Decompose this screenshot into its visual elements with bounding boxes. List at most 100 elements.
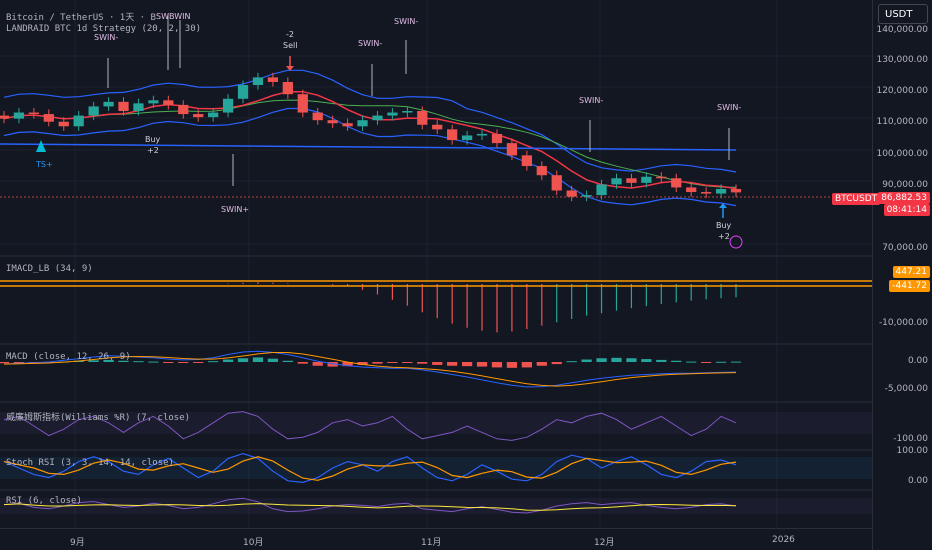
- williams-label[interactable]: 威廉姆斯指标(Williams %R) (7, close): [6, 413, 191, 423]
- macd-bar: [656, 359, 667, 362]
- time-tick: 2026: [772, 535, 795, 545]
- macd-bar: [193, 362, 204, 363]
- macd-bar: [252, 357, 264, 362]
- imacd-axis-tick: -10,000.00: [878, 318, 928, 328]
- ts-plus-triangle: [36, 140, 46, 152]
- signal-swin-minus: SWIN-: [94, 33, 119, 42]
- candle: [387, 112, 398, 116]
- candle: [0, 115, 10, 119]
- last-price-tag: 86,882.53: [878, 192, 930, 204]
- time-tick: 11月: [421, 538, 442, 548]
- candle: [700, 192, 712, 194]
- macd-bar: [297, 362, 308, 364]
- price-tick: 130,000.00: [876, 55, 928, 65]
- macd-bar: [432, 362, 443, 365]
- candle: [327, 120, 338, 124]
- candle: [178, 104, 189, 115]
- macd-bar: [312, 362, 323, 366]
- price-tick: 90,000.00: [882, 180, 928, 190]
- candle: [566, 190, 577, 197]
- stoch-rsi-label[interactable]: Stoch RSI (3, 3, 14, 14, close): [6, 458, 174, 468]
- macd-bar: [506, 362, 518, 368]
- macd-bar: [536, 362, 547, 366]
- alert-icon: [729, 235, 743, 249]
- macd-bar: [730, 361, 742, 363]
- signal-swbwin: SWBWIN: [156, 12, 191, 21]
- candle: [103, 101, 114, 107]
- candle: [163, 100, 174, 105]
- price-tick: 70,000.00: [882, 243, 928, 253]
- candle: [267, 77, 279, 82]
- macd-bar: [686, 361, 697, 363]
- imacd-value-tag: -441.72: [889, 280, 930, 292]
- candle: [641, 176, 652, 183]
- candle: [193, 114, 204, 118]
- macd-bar: [372, 362, 383, 364]
- candle: [118, 101, 129, 112]
- symbol-title[interactable]: Bitcoin / TetherUS · 1天 · B: [6, 13, 156, 23]
- sell-arrow-head: [286, 66, 294, 71]
- strategy-title[interactable]: LANDRAID BTC 1d Strategy (20, 2, 30): [6, 24, 202, 34]
- signal-swin-plus: SWIN+: [221, 205, 250, 214]
- candle: [357, 120, 368, 127]
- candle: [656, 176, 667, 179]
- macd-bar: [611, 357, 622, 362]
- macd-bar: [148, 361, 159, 363]
- candle: [237, 85, 249, 99]
- candle: [208, 112, 219, 118]
- macd-bar: [357, 362, 368, 365]
- candle: [611, 178, 622, 185]
- time-tick: 9月: [70, 538, 85, 548]
- candle: [536, 166, 547, 176]
- macd-axis-tick: 0.00: [907, 356, 928, 366]
- macd-bar: [626, 358, 637, 362]
- candle: [521, 155, 532, 167]
- stoch-axis-tick: 0.00: [907, 476, 928, 486]
- williams-axis-tick: -100.00: [893, 434, 928, 444]
- macd-bar: [461, 362, 473, 367]
- macd-bar: [103, 359, 114, 362]
- sell-label: Sell: [283, 41, 298, 50]
- candle: [730, 188, 742, 193]
- macd-signal-line: [3, 352, 737, 387]
- imacd-value-tag: 447.21: [892, 266, 930, 278]
- rsi-line: [3, 497, 737, 514]
- macd-label[interactable]: MACD (close, 12, 26, 9): [6, 352, 131, 362]
- candle: [476, 133, 488, 136]
- macd-bar: [596, 358, 607, 362]
- macd-bar: [402, 362, 413, 363]
- candle: [581, 195, 592, 197]
- macd-bar: [715, 361, 727, 363]
- macd-bar: [491, 362, 503, 368]
- stoch-band: [0, 457, 872, 479]
- macd-axis-tick: -5,000.00: [884, 384, 928, 394]
- candle: [282, 81, 293, 95]
- imacd-label[interactable]: IMACD_LB (34, 9): [6, 264, 93, 274]
- bollinger-lower: [3, 107, 737, 207]
- plot-area[interactable]: [0, 0, 872, 528]
- signal-swin-minus: SWIN-: [358, 39, 383, 48]
- ma-red-line: [3, 90, 737, 190]
- candle: [372, 115, 383, 121]
- time-axis[interactable]: 9月 10月 11月 12月 2026: [0, 528, 872, 550]
- rsi-label[interactable]: RSI (6, close): [6, 496, 82, 506]
- macd-bar: [521, 362, 532, 368]
- candle: [297, 94, 308, 113]
- macd-bar: [551, 362, 562, 365]
- buy-qty: +2: [718, 232, 730, 241]
- signal-swin-minus: SWIN-: [717, 103, 742, 112]
- macd-bar: [447, 362, 458, 366]
- sell-qty: -2: [286, 30, 294, 39]
- williams-line: [3, 411, 737, 441]
- buy-label: Buy: [145, 135, 161, 144]
- candle: [58, 121, 69, 127]
- candle: [252, 77, 264, 86]
- currency-button[interactable]: USDT: [878, 4, 928, 24]
- candle: [148, 100, 159, 104]
- macd-bar: [327, 362, 338, 367]
- time-tick: 10月: [243, 538, 264, 548]
- macd-bar: [178, 362, 189, 363]
- candle: [28, 112, 40, 115]
- macd-bar: [118, 360, 129, 362]
- candle: [312, 112, 323, 121]
